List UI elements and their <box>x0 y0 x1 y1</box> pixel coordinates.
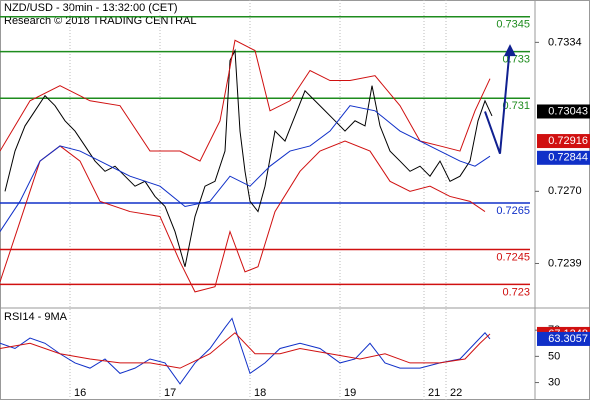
x-tick-label: 22 <box>450 387 462 399</box>
level-label: 0.7245 <box>496 251 530 263</box>
x-tick-label: 18 <box>254 387 266 399</box>
rsi-title: RSI14 - 9MA <box>4 311 68 323</box>
x-tick-label: 17 <box>164 387 176 399</box>
level-label: 0.733 <box>502 54 530 66</box>
price-line <box>0 140 486 293</box>
y-tick-label: 30 <box>548 376 560 388</box>
price-tag-label: 0.72844 <box>548 152 588 164</box>
level-label: 0.7345 <box>496 19 530 31</box>
price-tag <box>537 331 590 346</box>
forecast <box>484 45 511 154</box>
price-tag-label: 63.3057 <box>548 333 588 345</box>
y-tick-label: 0.7270 <box>548 185 582 197</box>
price-line <box>4 48 493 267</box>
price-tag-label: 0.72916 <box>548 135 588 147</box>
price-tag <box>537 150 590 165</box>
chart-title: NZD/USD - 30min - 13:32:00 (CET) <box>4 2 178 14</box>
x-tick-label: 16 <box>74 387 86 399</box>
x-tick-label: 19 <box>344 387 356 399</box>
y-tick-label: 50 <box>548 350 560 362</box>
rsi-line <box>0 317 491 385</box>
arrow-head <box>504 44 516 57</box>
price-tag <box>537 134 590 149</box>
y-tick-label: 0.7239 <box>548 257 582 269</box>
price-line <box>0 39 491 162</box>
chart-subtitle: Research © 2018 TRADING CENTRAL <box>4 15 197 27</box>
rsi-line <box>0 332 491 369</box>
level-label: 0.723 <box>502 286 530 298</box>
level-label: 0.7265 <box>496 205 530 217</box>
price-line <box>0 105 491 232</box>
level-label: 0.731 <box>502 100 530 112</box>
y-tick-label: 0.7334 <box>548 36 582 48</box>
price-tag-label: 0.73043 <box>548 105 588 117</box>
x-tick-label: 21 <box>428 387 440 399</box>
price-tag <box>537 104 590 119</box>
